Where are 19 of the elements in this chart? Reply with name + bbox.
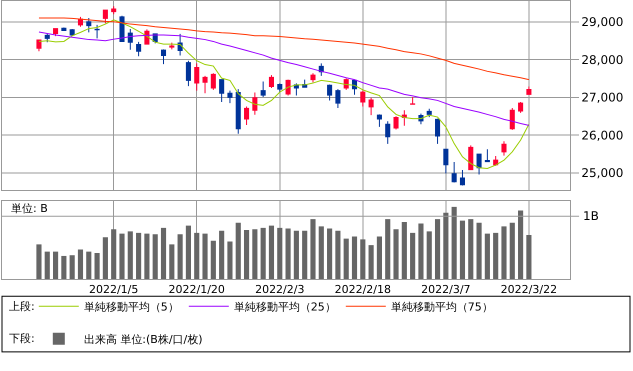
y-tick-label: 25,000 [581, 166, 624, 180]
y-tick-label: 26,000 [581, 128, 624, 142]
legend-label: 単純移動平均（75） [390, 300, 493, 314]
legend-label: 単純移動平均（5） [84, 300, 179, 314]
x-tick-label: 2022/2/3 [255, 283, 304, 296]
text: 下段: [9, 332, 35, 345]
ref-line-label: 1B [583, 209, 599, 223]
x-tick-label: 2022/1/20 [168, 283, 225, 296]
legend-label: 単純移動平均（25） [234, 300, 336, 314]
x-tick-label: 2022/3/7 [421, 283, 471, 296]
y-tick-label: 29,000 [581, 14, 624, 29]
y-tick-label: 28,000 [581, 52, 624, 67]
text: 上段: [9, 300, 35, 313]
legend-label: 出来高 単位:(B株/口/枚) [84, 333, 203, 346]
x-tick-label: 2022/2/18 [334, 283, 392, 296]
x-tick-label: 2022/1/5 [88, 283, 138, 296]
annotation: 単位: B [11, 202, 48, 215]
y-tick-label: 27,000 [581, 90, 624, 105]
x-tick-label: 2022/3/22 [500, 283, 558, 296]
